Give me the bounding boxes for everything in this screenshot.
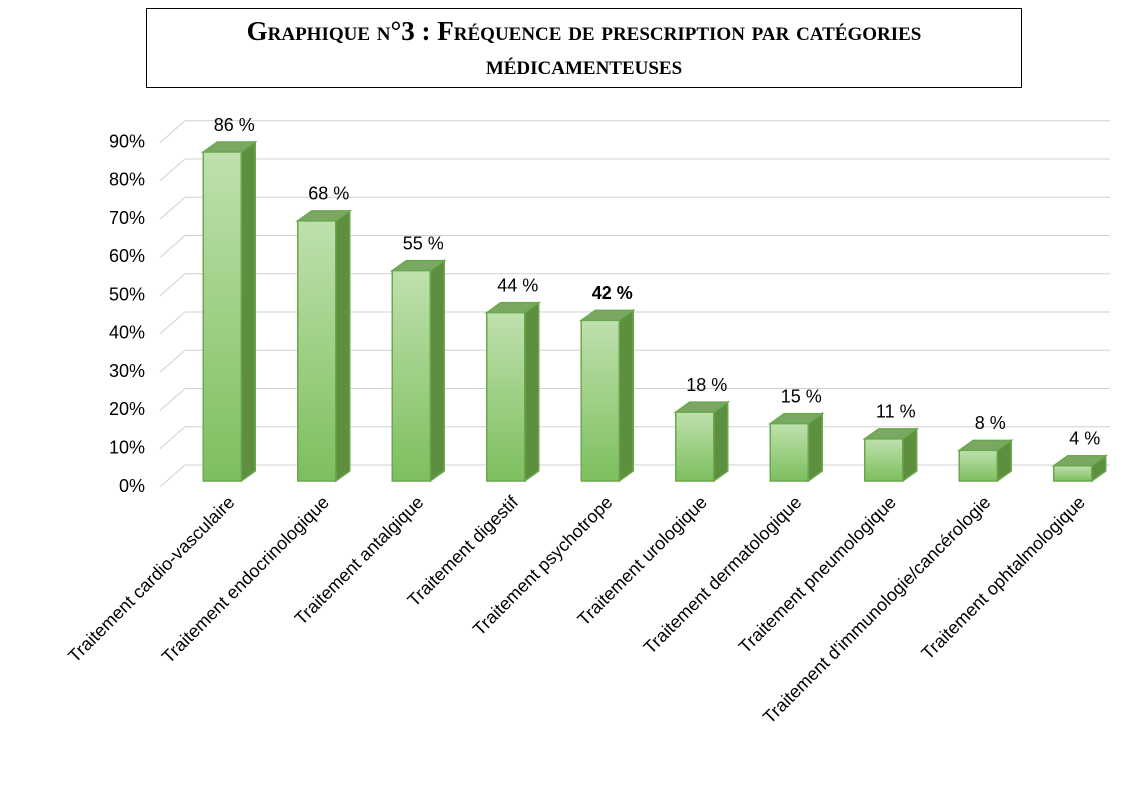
value-label: 42 % (592, 283, 633, 303)
grid-line (159, 388, 186, 411)
value-label: 18 % (686, 375, 727, 395)
bar-front (202, 151, 242, 482)
grid-line (159, 120, 186, 144)
bar (200, 140, 258, 483)
bar (956, 438, 1014, 483)
value-label: 44 % (497, 275, 538, 295)
y-tick-label: 10% (109, 437, 145, 457)
value-label: 4 % (1069, 428, 1100, 448)
bar-side (429, 259, 445, 483)
chart-title: Graphique n°3 : Fréquence de prescriptio… (146, 8, 1022, 88)
y-tick-label: 80% (109, 170, 145, 190)
bar-front (958, 449, 998, 482)
bar-side (807, 412, 823, 483)
value-label: 55 % (403, 233, 444, 253)
value-label: 11 % (876, 402, 916, 422)
bar-front (864, 438, 904, 482)
grid-line (159, 464, 186, 488)
grid-line (159, 235, 186, 258)
grid-line (159, 196, 186, 220)
grid-line (159, 311, 186, 335)
bar (767, 412, 825, 483)
bar (673, 400, 731, 483)
bar-front (769, 422, 809, 482)
y-tick-label: 0% (119, 476, 145, 496)
bar (578, 308, 636, 483)
y-tick-label: 90% (109, 131, 145, 151)
bar (389, 259, 447, 483)
bar (295, 209, 353, 483)
bar-front (486, 311, 526, 482)
y-tick-label: 20% (109, 399, 145, 419)
grid-line (159, 158, 186, 182)
grid-line (159, 349, 186, 373)
bar-side (335, 209, 351, 483)
bar-side (618, 308, 634, 483)
x-tick-label: Traitement cardio-vasculaire (64, 492, 238, 666)
grid-line (159, 426, 186, 450)
x-tick-label: Traitement dermatologique (640, 492, 806, 658)
y-tick-label: 50% (109, 284, 145, 304)
y-tick-label: 30% (109, 361, 145, 381)
value-label: 8 % (975, 413, 1006, 433)
value-label: 68 % (308, 184, 349, 204)
value-label: 86 % (214, 115, 255, 135)
bar (1051, 454, 1109, 483)
bar-front (391, 269, 431, 482)
y-tick-label: 70% (109, 208, 145, 228)
y-tick-label: 60% (109, 246, 145, 266)
grid-line (159, 273, 186, 297)
x-tick-label: Traitement ophtalmologique (917, 492, 1088, 663)
bar-side (524, 301, 540, 483)
bar (484, 301, 542, 483)
bar-side (713, 400, 729, 483)
bar-front (1053, 464, 1093, 482)
bar-front (297, 220, 337, 482)
bar (862, 427, 920, 483)
bar-front (580, 319, 620, 482)
value-label: 15 % (781, 386, 822, 406)
y-tick-label: 40% (109, 323, 145, 343)
x-tick-label: Traitement endocrinologique (158, 492, 333, 667)
bar-side (240, 140, 256, 483)
bar-front (675, 411, 715, 482)
x-tick-label: Traitement pneumologique (735, 492, 900, 657)
